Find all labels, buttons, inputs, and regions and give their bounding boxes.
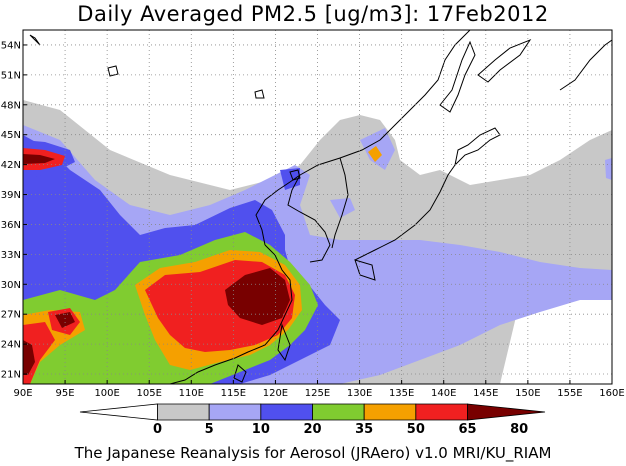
colorbar-label: 50 (407, 422, 425, 437)
lat-tick-label: 27N (1, 310, 21, 321)
lat-tick-label: 42N (1, 160, 21, 171)
lat-tick-label: 24N (1, 340, 21, 351)
colorbar-segment (363, 403, 417, 421)
lon-tick-label: 145E (473, 388, 498, 399)
lon-tick-label: 140E (431, 388, 456, 399)
longitude-labels: 90E 95E 100E 105E 110E 115E 120E 125E 130E 135E 14… (13, 388, 624, 399)
lon-tick-label: 105E (137, 388, 162, 399)
lon-tick-label: 150E (515, 388, 540, 399)
lat-tick-label: 51N (1, 70, 21, 81)
colorbar-label: 65 (458, 422, 476, 437)
lon-tick-label: 100E (94, 388, 119, 399)
lat-tick-label: 30N (1, 280, 21, 291)
colorbar-label: 80 (510, 422, 528, 437)
colorbar-segment (260, 403, 313, 421)
map-frame (22, 29, 613, 385)
lat-tick-label: 45N (1, 130, 21, 141)
lat-tick-label: 48N (1, 100, 21, 111)
lon-tick-label: 135E (389, 388, 414, 399)
lon-tick-label: 130E (347, 388, 372, 399)
colorbar: 0 5 10 20 35 50 65 80 (79, 403, 546, 437)
footer-credit: The Japanese Reanalysis for Aerosol (JRA… (74, 444, 552, 462)
lon-tick-label: 110E (179, 388, 204, 399)
lat-tick-label: 21N (1, 370, 21, 381)
pm25-band-80-plus (225, 268, 290, 325)
colorbar-segment (79, 403, 158, 421)
colorbar-label: 10 (252, 422, 270, 437)
colorbar-segment (208, 403, 262, 421)
colorbar-label: 0 (153, 422, 162, 437)
lon-tick-label: 120E (263, 388, 288, 399)
colorbar-segment (312, 403, 365, 421)
lon-tick-label: 90E (13, 388, 32, 399)
lon-tick-label: 125E (305, 388, 330, 399)
lon-tick-label: 115E (221, 388, 246, 399)
lon-tick-label: 155E (557, 388, 582, 399)
latitude-labels: 54N 51N 48N 45N 42N 39N 36N 33N 30N 27N 24N 21N (1, 40, 21, 380)
colorbar-segment (415, 403, 468, 421)
colorbar-label: 5 (205, 422, 214, 437)
lon-tick-label: 95E (56, 388, 75, 399)
lat-tick-label: 33N (1, 250, 21, 261)
lat-tick-label: 36N (1, 220, 21, 231)
colorbar-label: 35 (355, 422, 373, 437)
lon-tick-label: 160E (599, 388, 624, 399)
lat-tick-label: 54N (1, 40, 21, 51)
colorbar-segment (467, 403, 546, 421)
colorbar-label: 20 (303, 422, 321, 437)
colorbar-segment (157, 403, 210, 421)
lat-tick-label: 39N (1, 190, 21, 201)
map-title: Daily Averaged PM2.5 [ug/m3]: 17Feb2012 (77, 2, 549, 26)
